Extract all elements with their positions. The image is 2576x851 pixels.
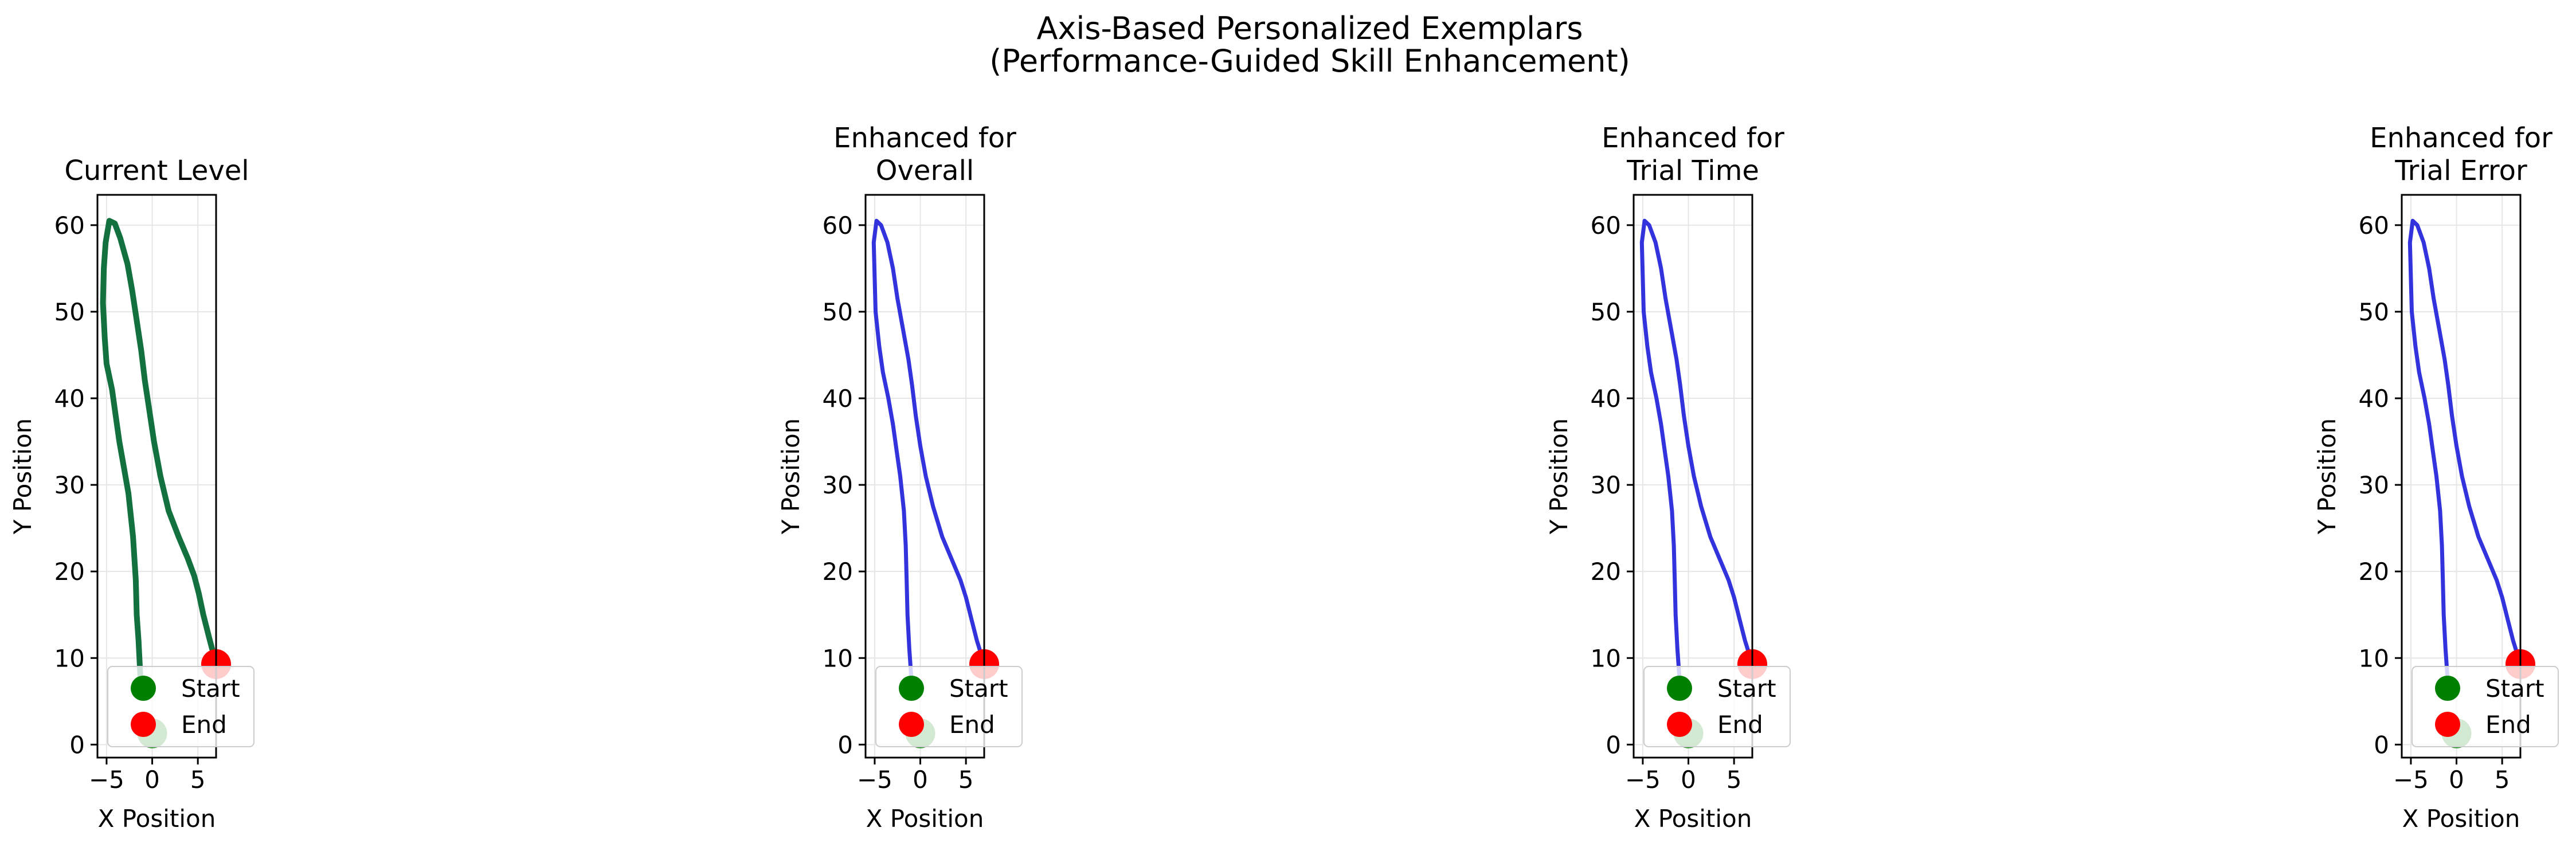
axes-frame [864,194,985,759]
figure-title: Axis-Based Personalized Exemplars(Perfor… [989,10,1630,79]
y-tick-label: 60 [1591,211,1621,240]
legend-entry-label: Start [949,674,1008,703]
trajectory-line [100,218,216,679]
axes-frame [96,194,217,759]
legend: Start End [875,666,1023,747]
y-tick-label: 20 [2359,558,2389,586]
y-tick-label: 20 [1591,558,1621,586]
y-tick-label: 50 [2359,298,2389,326]
y-tick-label: 60 [823,211,853,240]
x-axis-label: X Position [2402,805,2520,833]
legend: Start End [2411,666,2559,747]
y-tick-label: 30 [823,471,853,499]
y-axis-label: Y Position [9,418,37,535]
y-tick-label: 50 [823,298,853,326]
x-axis-label: X Position [866,805,984,833]
x-tick-label: 0 [1681,766,1696,794]
subplot-title-line: Trial Error [2394,155,2527,187]
x-axis-label: X Position [98,805,216,833]
subplot-title-line: Enhanced for [1602,122,1784,154]
x-tick-label: −5 [2393,766,2429,794]
trajectory-line [871,218,984,677]
y-tick-label: 10 [1591,644,1621,672]
axes-frame [1632,194,1753,759]
subplot-title-line: Enhanced for [2370,122,2552,154]
legend-entry-label: End [949,711,995,739]
x-tick-label: 0 [913,766,928,794]
legend: Start End [1643,666,1791,747]
y-tick-label: 40 [54,385,85,413]
x-tick-label: −5 [857,766,892,794]
legend: Start End [107,666,255,747]
legend-entry-label: Start [181,674,240,703]
legend-entry-label: Start [2485,674,2544,703]
legend-entry-label: End [2485,711,2531,739]
legend-marker [2435,712,2460,737]
legend-marker [899,712,924,737]
trajectory-line [2407,218,2520,677]
y-axis-label: Y Position [777,418,805,535]
subplot-title-line: Trial Time [1626,155,1759,187]
x-tick-label: 0 [144,766,160,794]
y-tick-label: 30 [1591,471,1621,499]
legend-marker [1667,676,1692,701]
y-tick-label: 10 [54,644,85,672]
x-tick-label: 0 [2449,766,2464,794]
y-tick-label: 30 [2359,471,2389,499]
y-tick-label: 40 [2359,385,2389,413]
x-axis-label: X Position [1634,805,1752,833]
legend-marker [899,676,924,701]
legend-entry-label: Start [1717,674,1776,703]
legend-marker [131,676,156,701]
x-tick-label: −5 [1625,766,1661,794]
y-tick-label: 50 [1591,298,1621,326]
y-tick-label: 0 [69,731,85,759]
x-tick-label: 5 [958,766,974,794]
trajectory-line [1639,218,1752,677]
y-axis-label: Y Position [1545,418,1573,535]
y-tick-label: 20 [823,558,853,586]
x-tick-label: 5 [190,766,206,794]
y-tick-label: 0 [2374,731,2389,759]
axes-frame [2401,194,2522,759]
y-tick-label: 40 [1591,385,1621,413]
y-axis-label: Y Position [2313,418,2341,535]
y-tick-label: 0 [837,731,853,759]
y-tick-label: 60 [54,211,85,240]
subplot-title-line: Overall [876,155,974,187]
y-tick-label: 10 [823,644,853,672]
legend-marker [131,712,156,737]
legend-marker [1667,712,1692,737]
y-tick-label: 30 [54,471,85,499]
y-tick-label: 10 [2359,644,2389,672]
figure-title-line: Axis-Based Personalized Exemplars [1036,10,1583,46]
x-tick-label: 5 [1727,766,1742,794]
legend-marker [2435,676,2460,701]
y-tick-label: 40 [823,385,853,413]
legend-entry-label: End [181,711,227,739]
y-tick-label: 60 [2359,211,2389,240]
legend-entry-label: End [1717,711,1763,739]
x-tick-label: 5 [2495,766,2510,794]
y-tick-label: 20 [54,558,85,586]
y-tick-label: 50 [54,298,85,326]
subplot-title-line: Current Level [64,155,249,187]
subplot-title-line: Enhanced for [833,122,1016,154]
figure-title-line: (Performance-Guided Skill Enhancement) [989,43,1630,79]
x-tick-label: −5 [89,766,124,794]
y-tick-label: 0 [1606,731,1621,759]
